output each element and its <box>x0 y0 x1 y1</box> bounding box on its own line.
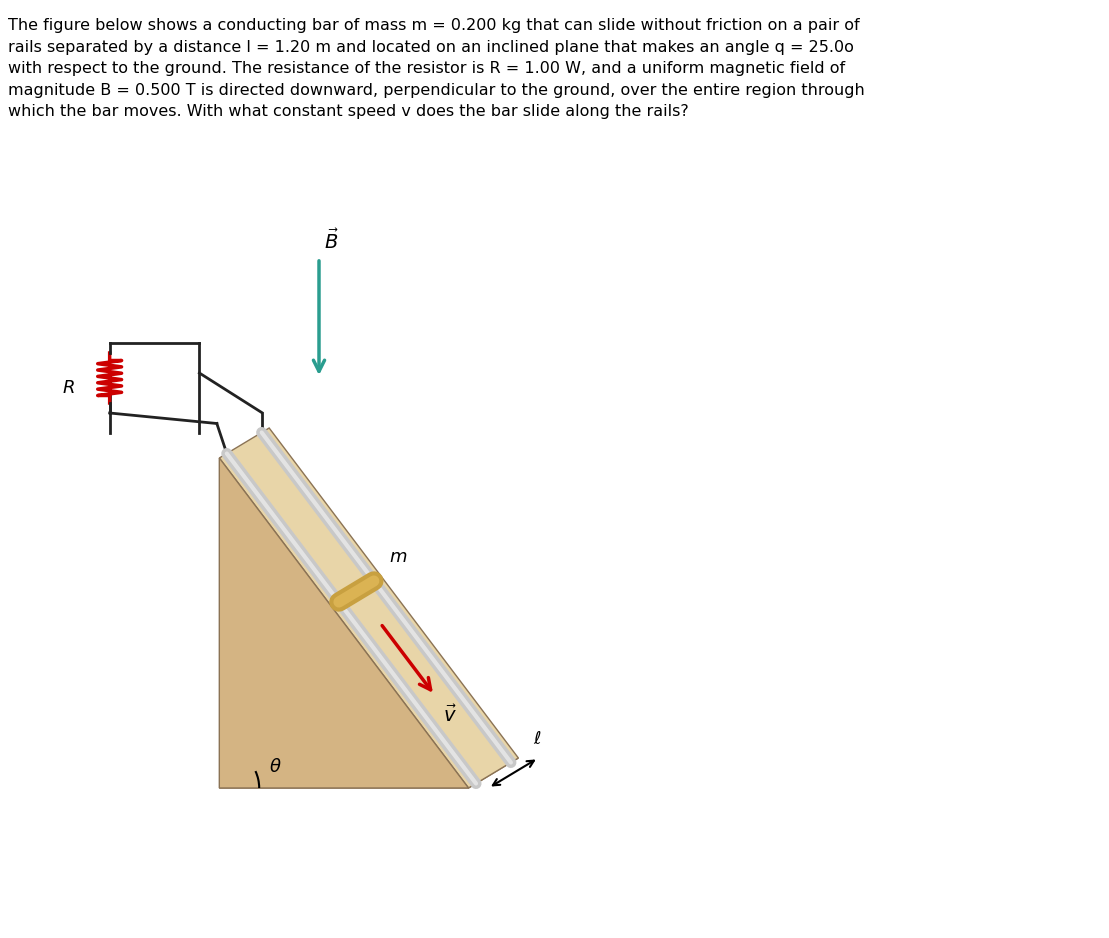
Polygon shape <box>220 758 518 788</box>
Polygon shape <box>220 428 518 788</box>
Text: $\ell$: $\ell$ <box>533 730 542 748</box>
Text: $R$: $R$ <box>62 379 74 397</box>
Text: $m$: $m$ <box>389 548 407 566</box>
Text: $\vec{v}$: $\vec{v}$ <box>442 705 457 726</box>
Text: The figure below shows a conducting bar of mass m = 0.200 kg that can slide with: The figure below shows a conducting bar … <box>8 18 865 119</box>
Text: $\vec{B}$: $\vec{B}$ <box>324 229 339 253</box>
Text: $\theta$: $\theta$ <box>269 758 282 776</box>
Polygon shape <box>220 458 468 788</box>
